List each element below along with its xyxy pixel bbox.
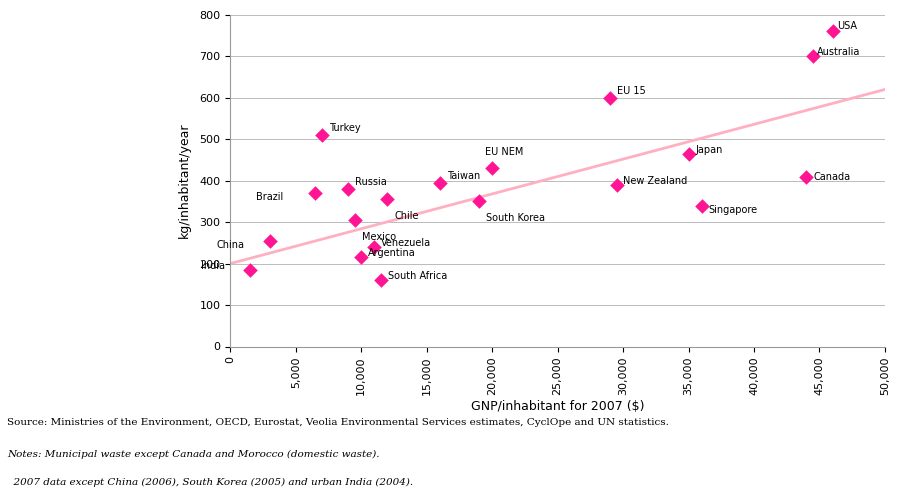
X-axis label: GNP/inhabitant for 2007 ($): GNP/inhabitant for 2007 ($) [470,400,644,413]
Point [694,201,708,209]
Point [798,173,813,181]
Text: Turkey: Turkey [328,123,360,133]
Point [354,253,368,261]
Text: Japan: Japan [695,145,723,154]
Point [341,185,355,193]
Text: EU 15: EU 15 [616,86,645,96]
Text: South Africa: South Africa [387,271,446,281]
Text: New Zealand: New Zealand [622,176,687,186]
Point [366,243,382,251]
Text: USA: USA [836,21,856,31]
Point [262,237,276,245]
Text: Taiwan: Taiwan [446,171,480,181]
Text: Brazil: Brazil [255,192,282,202]
Point [380,196,394,203]
Y-axis label: kg/inhabitant/year: kg/inhabitant/year [178,123,191,239]
Text: Source: Ministries of the Environment, OECD, Eurostat, Veolia Environmental Serv: Source: Ministries of the Environment, O… [7,418,668,427]
Text: Russia: Russia [354,177,386,187]
Text: Chile: Chile [394,211,419,221]
Text: Venezuela: Venezuela [381,238,431,248]
Point [308,189,322,197]
Text: Canada: Canada [813,172,850,182]
Point [609,181,623,189]
Text: Australia: Australia [816,47,860,57]
Point [373,276,388,284]
Text: Singapore: Singapore [708,205,757,215]
Text: Argentina: Argentina [368,248,416,258]
Text: China: China [216,240,244,250]
Point [315,131,329,139]
Point [347,216,362,224]
Point [243,266,257,274]
Point [681,150,695,158]
Text: Mexico: Mexico [361,232,395,242]
Point [603,94,617,102]
Text: 2007 data except China (2006), South Korea (2005) and urban India (2004).: 2007 data except China (2006), South Kor… [7,478,413,487]
Text: Notes: Municipal waste except Canada and Morocco (domestic waste).: Notes: Municipal waste except Canada and… [7,450,380,459]
Text: EU NEM: EU NEM [484,147,523,156]
Point [824,27,839,36]
Text: South Korea: South Korea [485,213,545,223]
Point [432,179,446,187]
Text: India: India [201,261,225,271]
Point [484,164,499,172]
Point [471,198,485,205]
Point [805,52,819,60]
